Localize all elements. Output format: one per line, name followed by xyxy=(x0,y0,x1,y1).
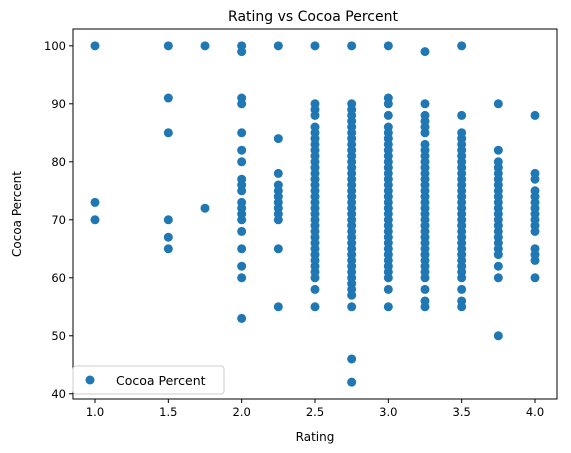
data-point xyxy=(90,41,100,51)
y-tick-label: 40 xyxy=(51,387,66,401)
data-point xyxy=(530,255,540,265)
data-point xyxy=(237,99,247,109)
data-point xyxy=(347,377,357,387)
data-point xyxy=(200,203,210,213)
y-tick-label: 90 xyxy=(51,97,66,111)
data-point xyxy=(200,41,210,51)
data-point xyxy=(457,273,467,283)
data-point xyxy=(493,331,503,341)
x-tick-label: 4.0 xyxy=(526,405,544,419)
data-point xyxy=(90,215,100,225)
data-point xyxy=(163,244,173,254)
data-point xyxy=(493,99,503,109)
x-tick-label: 3.5 xyxy=(453,405,471,419)
data-point xyxy=(347,290,357,300)
y-tick-label: 70 xyxy=(51,213,66,227)
y-tick-label: 80 xyxy=(51,155,66,169)
data-point xyxy=(273,41,283,51)
data-point xyxy=(383,302,393,312)
y-tick-label: 60 xyxy=(51,271,66,285)
data-point xyxy=(420,47,430,57)
data-point xyxy=(273,244,283,254)
plot-points xyxy=(90,41,540,387)
x-tick-label: 2.0 xyxy=(233,405,251,419)
data-point xyxy=(310,110,320,120)
data-point xyxy=(310,273,320,283)
y-axis-label: Cocoa Percent xyxy=(10,171,24,257)
data-point xyxy=(383,110,393,120)
data-point xyxy=(530,226,540,236)
data-point xyxy=(237,226,247,236)
data-point xyxy=(420,99,430,109)
data-point xyxy=(457,302,467,312)
legend-box xyxy=(72,365,225,395)
data-point xyxy=(237,244,247,254)
data-point xyxy=(163,232,173,242)
x-tick-label: 1.5 xyxy=(159,405,177,419)
x-axis: 1.0 1.5 2.0 2.5 3.0 3.5 4.0 xyxy=(86,399,544,419)
y-tick-label: 100 xyxy=(44,39,66,53)
data-point xyxy=(493,261,503,271)
data-point xyxy=(530,174,540,184)
data-point xyxy=(273,215,283,225)
data-point xyxy=(237,128,247,138)
x-axis-label: Rating xyxy=(296,430,335,444)
data-point xyxy=(493,145,503,155)
data-point xyxy=(383,41,393,51)
y-axis: 40 50 60 70 80 90 100 xyxy=(44,39,73,401)
legend-label: Cocoa Percent xyxy=(116,373,206,388)
data-point xyxy=(237,313,247,323)
data-point xyxy=(163,41,173,51)
data-point xyxy=(237,47,247,57)
data-point xyxy=(347,354,357,364)
data-point xyxy=(237,273,247,283)
data-point xyxy=(237,145,247,155)
data-point xyxy=(237,186,247,196)
data-point xyxy=(493,250,503,260)
data-point xyxy=(163,215,173,225)
data-point xyxy=(273,302,283,312)
chart-title: Rating vs Cocoa Percent xyxy=(228,9,398,25)
data-point xyxy=(383,99,393,109)
data-point xyxy=(530,110,540,120)
data-point xyxy=(383,284,393,294)
data-point xyxy=(457,284,467,294)
data-point xyxy=(420,273,430,283)
data-point xyxy=(163,128,173,138)
data-point xyxy=(347,41,357,51)
legend: Cocoa Percent xyxy=(72,365,225,395)
data-point xyxy=(163,93,173,103)
data-point xyxy=(530,273,540,283)
data-point xyxy=(237,157,247,167)
y-tick-label: 50 xyxy=(51,329,66,343)
x-tick-label: 2.5 xyxy=(306,405,324,419)
legend-marker xyxy=(85,375,95,385)
data-point xyxy=(310,302,320,312)
data-point xyxy=(90,197,100,207)
data-point xyxy=(273,134,283,144)
x-tick-label: 1.0 xyxy=(86,405,104,419)
data-point xyxy=(420,284,430,294)
data-point xyxy=(310,284,320,294)
data-point xyxy=(493,273,503,283)
data-point xyxy=(273,168,283,178)
data-point xyxy=(420,128,430,138)
data-point xyxy=(383,273,393,283)
data-point xyxy=(420,302,430,312)
data-point xyxy=(457,110,467,120)
x-tick-label: 3.0 xyxy=(379,405,397,419)
data-point xyxy=(237,261,247,271)
data-point xyxy=(310,41,320,51)
data-point xyxy=(457,41,467,51)
data-point xyxy=(237,215,247,225)
data-point xyxy=(347,302,357,312)
